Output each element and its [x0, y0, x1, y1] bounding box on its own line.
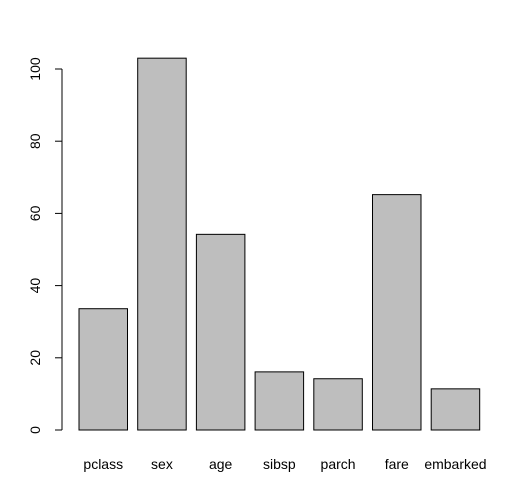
bar-embarked — [430, 388, 481, 431]
x-category-label: parch — [321, 456, 356, 472]
bar-age — [195, 233, 246, 431]
bar-sex — [137, 57, 187, 431]
bar-pclass — [78, 308, 128, 431]
bars-group — [78, 57, 481, 431]
y-tick-label: 40 — [27, 278, 43, 294]
x-category-label: age — [209, 456, 233, 472]
bar-fare — [372, 194, 422, 431]
bar-sibsp — [254, 371, 305, 431]
x-category-label: embarked — [424, 456, 486, 472]
bar-parch — [313, 378, 363, 431]
y-tick-label: 60 — [27, 205, 43, 221]
y-tick-label: 0 — [27, 426, 43, 434]
x-axis-labels: pclass sex age sibsp parch fare embarked — [83, 456, 486, 472]
x-category-label: sibsp — [263, 456, 296, 472]
x-category-label: fare — [385, 456, 409, 472]
x-category-label: pclass — [83, 456, 123, 472]
y-tick-label: 100 — [27, 57, 43, 81]
y-axis: 0 20 40 60 80 100 — [27, 57, 63, 434]
y-tick-label: 80 — [27, 133, 43, 149]
y-tick-label: 20 — [27, 350, 43, 366]
x-category-label: sex — [151, 456, 173, 472]
